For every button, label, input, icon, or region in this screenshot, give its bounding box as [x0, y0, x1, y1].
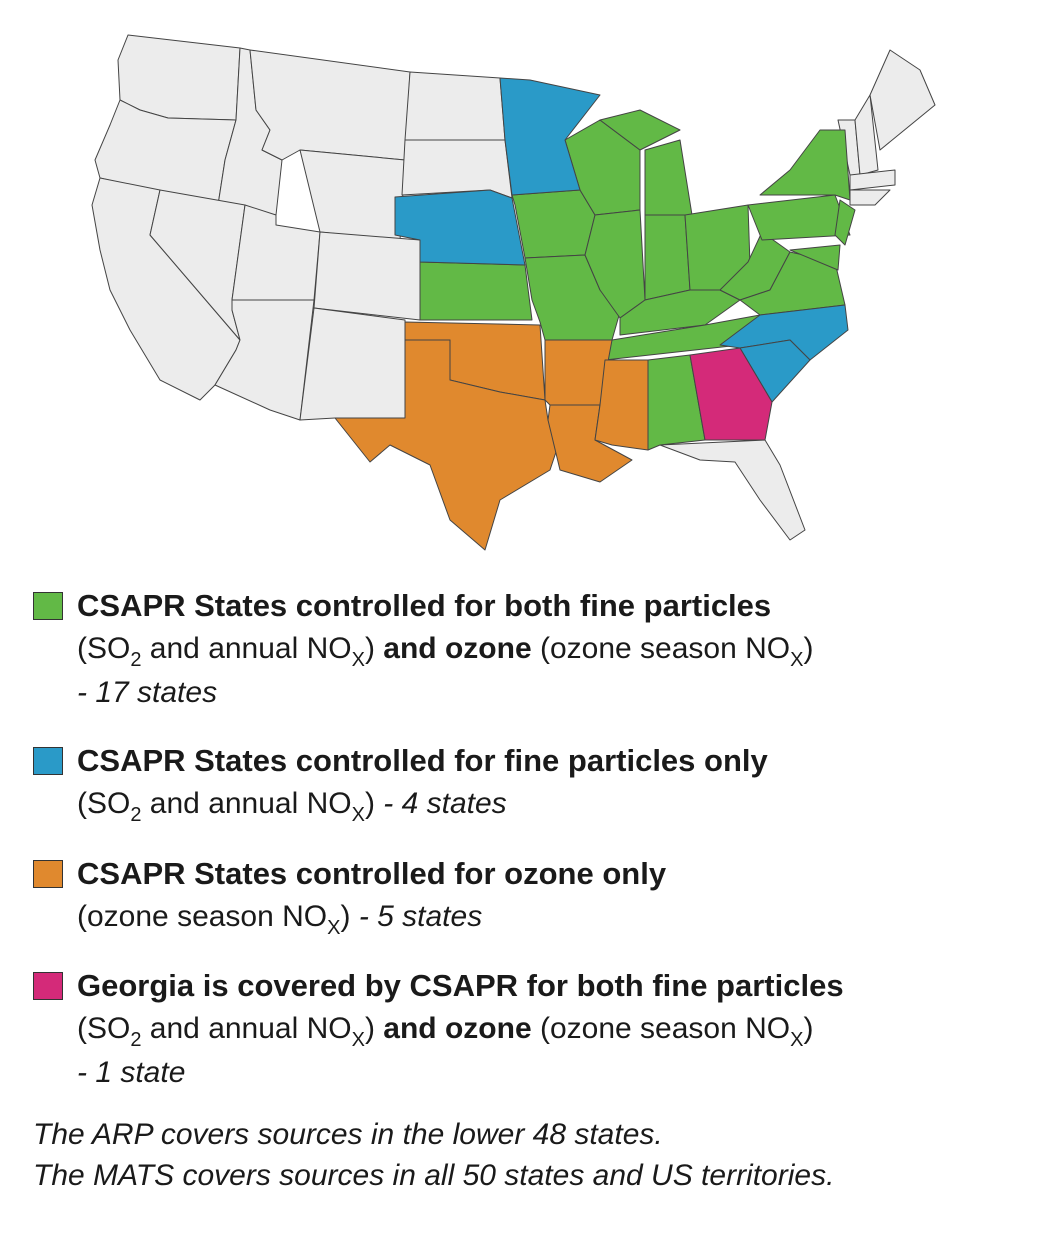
state	[401, 139, 513, 199]
text-run: 2	[130, 649, 142, 671]
text-run: and annual NO	[141, 632, 352, 665]
legend-line: (ozone season NOX) - 5 states	[77, 900, 482, 940]
state	[404, 71, 506, 141]
state	[869, 49, 936, 151]
text-run: X	[790, 649, 804, 671]
state	[299, 149, 406, 241]
state	[231, 204, 321, 301]
text-run: (ozone season NO	[77, 900, 328, 933]
state	[334, 339, 561, 551]
state	[644, 214, 691, 301]
legend-title: CSAPR States controlled for both fine pa…	[77, 588, 772, 623]
text-run: )	[340, 900, 359, 933]
text-run: (SO	[77, 1012, 131, 1045]
state	[599, 109, 681, 151]
state	[659, 439, 806, 541]
text-run: and annual NO	[141, 787, 352, 820]
state	[511, 189, 596, 259]
state	[849, 189, 891, 206]
text-run: X	[351, 649, 365, 671]
us-map	[91, 34, 936, 551]
text-run: 2	[130, 804, 142, 826]
text-run: and ozone	[383, 1012, 532, 1045]
text-run: )	[364, 1012, 384, 1045]
text-run: X	[790, 1029, 804, 1051]
text-run: and annual NO	[141, 1012, 352, 1045]
text-run: (SO	[77, 632, 131, 665]
state	[854, 94, 879, 176]
state	[789, 244, 841, 271]
text-run: X	[351, 804, 365, 826]
state	[747, 194, 851, 241]
text-run: 2	[130, 1029, 142, 1051]
legend-line: - 17 states	[77, 676, 217, 710]
state	[644, 139, 693, 216]
state	[214, 299, 315, 421]
legend-swatch	[33, 860, 63, 888]
legend-title: CSAPR States controlled for fine particl…	[77, 743, 768, 778]
text-run: (SO	[77, 787, 131, 820]
legend-line: (SO2 and annual NOX) - 4 states	[77, 787, 507, 827]
legend-title: Georgia is covered by CSAPR for both fin…	[77, 968, 844, 1003]
footer-line: The ARP covers sources in the lower 48 s…	[33, 1118, 663, 1151]
state	[299, 307, 406, 421]
legend-swatch	[33, 592, 63, 620]
state	[394, 189, 526, 266]
text-run: )	[364, 632, 384, 665]
state	[759, 129, 851, 201]
footer-line: The MATS covers sources in all 50 states…	[33, 1159, 835, 1192]
state	[689, 347, 773, 441]
text-run: (ozone season NO	[531, 1012, 791, 1045]
text-run: - 5 states	[358, 900, 483, 933]
text-run: and ozone	[383, 632, 532, 665]
text-run: - 17 states	[77, 676, 218, 709]
state	[834, 199, 856, 246]
state	[419, 261, 533, 321]
text-run: - 1 state	[77, 1056, 186, 1089]
legend-line: (SO2 and annual NOX) and ozone (ozone se…	[77, 632, 813, 672]
state	[117, 34, 241, 121]
text-run: )	[364, 787, 384, 820]
state	[249, 49, 411, 161]
state	[499, 77, 601, 196]
text-run: X	[327, 917, 341, 939]
text-run: )	[803, 1012, 814, 1045]
legend-title: CSAPR States controlled for ozone only	[77, 856, 667, 891]
text-run: - 4 states	[383, 787, 507, 820]
state	[849, 169, 896, 191]
text-run: )	[803, 632, 814, 665]
text-run: (ozone season NO	[531, 632, 791, 665]
state	[594, 359, 649, 451]
legend-swatch	[33, 972, 63, 1000]
legend-line: - 1 state	[77, 1056, 185, 1090]
legend-swatch	[33, 747, 63, 775]
state	[313, 231, 421, 321]
legend-line: (SO2 and annual NOX) and ozone (ozone se…	[77, 1012, 813, 1052]
text-run: X	[351, 1029, 365, 1051]
